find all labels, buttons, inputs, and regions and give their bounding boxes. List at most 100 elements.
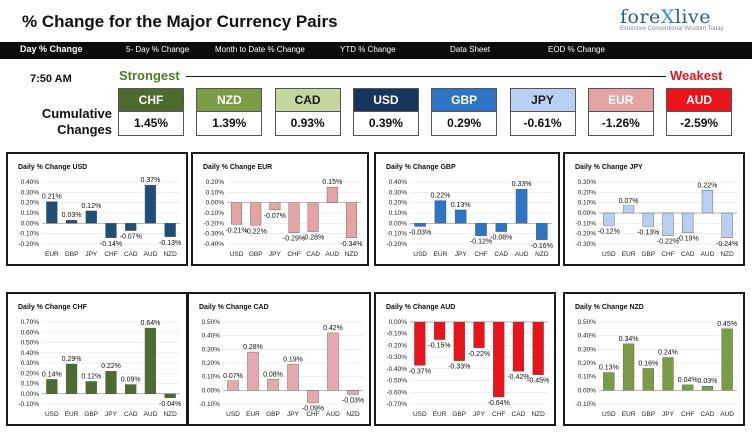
bar-gbp [85,381,97,394]
nav-month-to-date[interactable]: Month to Date % Change [215,45,305,54]
tick-label: 0.50% [578,319,597,326]
category-label: NZD [163,411,177,418]
bar-cad [701,386,714,391]
data-label: -0.28% [302,235,324,242]
bar-cad [307,202,319,232]
bar-gbp [453,321,465,361]
category-label: JPY [105,411,118,418]
data-label: -0.22% [657,239,679,246]
data-label: 0.13% [599,365,619,372]
bar-usd [231,202,243,225]
data-label: -0.03% [342,397,364,404]
nav-data-sheet[interactable]: Data Sheet [450,45,491,54]
tick-label: -0.60% [386,389,407,396]
bar-chf [105,223,117,239]
currency-value: 0.29% [431,112,498,136]
data-label: 0.33% [512,181,532,188]
data-label: -0.34% [340,241,362,248]
currency-label: NZD [196,88,263,112]
tick-label: 0.20% [578,189,597,196]
bar-cad [125,223,137,231]
tick-label: -0.50% [386,378,407,385]
data-label: -0.13% [159,240,181,247]
category-label: GBP [84,411,98,418]
data-label: 0.64% [140,320,160,327]
category-label: EUR [246,411,260,418]
nav-eod-change[interactable]: EOD % Change [548,45,605,54]
bar-aud [144,184,157,224]
bar-chf [682,384,694,391]
tick-label: -0.10% [199,401,220,408]
logo-tagline: Extensive Conventional Wisdom Today [620,26,724,32]
chart-svg: Daily % Change USD 0.40% 0.30% 0.20% 0.10% 0.… [18,164,181,258]
forexlive-logo[interactable]: foreXlive Extensive Conventional Wisdom … [620,6,738,40]
category-label: CAD [124,411,138,418]
bar-chf [662,212,674,236]
nav-5day-change[interactable]: 5- Day % Change [126,45,190,54]
bar-nzd [347,390,359,395]
bar-jpy [287,364,299,391]
bar-eur [46,201,58,224]
bar-eur [433,321,446,340]
category-label: AUD [515,251,529,258]
chart-title: Daily % Change JPY [575,164,643,171]
tick-label: 0.00% [21,220,40,227]
chart-gbp: Daily % Change GBP 0.40% 0.30% 0.20% 0.10% 0.… [374,152,560,266]
currency-value: -1.26% [587,112,654,136]
tick-label: -0.10% [386,231,407,238]
data-label: -0.45% [527,378,549,385]
bar-nzd [536,223,548,241]
data-label: -0.07% [120,234,142,241]
tick-label: -0.10% [386,331,407,338]
tick-label: -0.10% [575,401,596,408]
weakest-label: Weakest [670,68,723,83]
chart-eur: Daily % Change EUR 0.20% 0.10% 0.00% -0.10% -… [191,152,369,266]
chart-svg: Daily % Change CHF 0.70% 0.60% 0.50% 0.40% 0.… [18,304,181,418]
tick-label: -0.40% [386,366,407,373]
tick-label: 0.10% [206,189,225,196]
data-label: -0.29% [283,236,305,243]
tick-label: 0.40% [578,333,597,340]
currency-label: GBP [431,88,498,112]
tick-label: 0.00% [206,200,225,207]
category-label: NZD [535,251,549,258]
category-label: USD [602,411,616,418]
currency-value: -2.59% [666,112,733,136]
chart-svg: Daily % Change AUD 0.00% -0.10% -0.20% -0.30… [386,304,549,418]
tick-label: 0.00% [578,387,597,394]
bar-jpy [85,210,97,224]
category-label: USD [45,411,59,418]
bar-usd [414,223,426,227]
tick-label: 0.30% [202,346,221,353]
bar-eur [434,200,447,224]
tick-label: 0.60% [21,329,40,336]
bar-usd [227,380,239,391]
nav-ytd-change[interactable]: YTD % Change [340,45,396,54]
chart-svg: Daily % Change GBP 0.40% 0.30% 0.20% 0.10% 0.… [386,164,553,258]
tick-label: 0.20% [206,179,225,186]
category-label: AUD [720,411,734,418]
strength-line [186,76,666,77]
cumulative-gbp: GBP 0.29% [431,88,498,136]
chart-svg: Daily % Change EUR 0.20% 0.10% 0.00% -0.10% -… [203,164,363,258]
category-label: AUD [701,251,715,258]
category-label: AUD [325,251,339,258]
bar-aud [144,327,157,394]
data-label: 0.13% [451,202,471,209]
currency-label: JPY [509,88,576,112]
bar-jpy [454,209,467,224]
data-label: -0.12% [598,228,620,235]
nav-day-change[interactable]: Day % Change [20,44,83,54]
chart-svg: Daily % Change NZD0.50%0.40%0.30%0.20%0.… [575,304,737,418]
category-label: GBP [65,251,79,258]
tick-label: 0.00% [578,210,597,217]
cumulative-jpy: JPY -0.61% [509,88,576,136]
bar-gbp [642,212,654,227]
data-label: -0.21% [225,227,247,234]
category-label: USD [230,251,244,258]
bar-nzd [721,212,733,238]
data-label: -0.08% [490,235,512,242]
data-label: 0.28% [243,344,263,351]
cumulative-nzd: NZD 1.39% [196,88,263,136]
chart-cad: Daily % Change CAD 0.50% 0.40% 0.30% 0.20% 0.… [187,292,371,426]
